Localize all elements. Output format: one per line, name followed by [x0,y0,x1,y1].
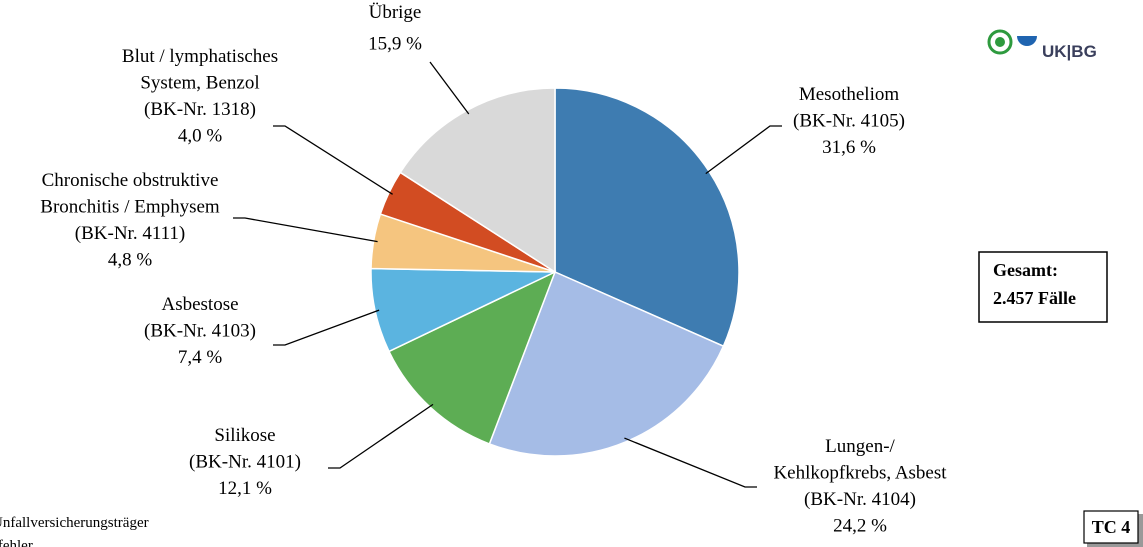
footnote: Unfallversicherungsträger [0,515,149,531]
logo-icon [995,37,1005,47]
logo-text: UK|BG [1042,42,1097,61]
badge-text: TC 4 [1092,517,1131,537]
slice-label: (BK-Nr. 1318) [144,99,256,120]
value-label: 4,0 % [178,126,223,147]
leader-line [429,61,470,115]
slice-label: Silikose [214,425,275,446]
leader-line [273,309,380,346]
slice-label: Kehlkopfkrebs, Asbest [773,463,947,484]
value-label: 15,9 % [368,34,422,55]
footnote: sfehler [0,538,33,547]
total-box [978,251,1108,323]
leader-line [273,125,393,195]
slice-label: Bronchitis / Emphysem [40,197,220,218]
slice-label: Blut / lymphatisches [122,46,278,67]
slice-label: (BK-Nr. 4111) [75,223,185,244]
leader-line [705,125,782,175]
leader-line [624,437,757,488]
pie-slice [488,270,725,457]
value-label: 24,2 % [833,516,887,537]
slice-label: (BK-Nr. 4105) [793,111,905,132]
logo-icon [987,29,1013,55]
value-label: 31,6 % [822,137,876,158]
slice-label: Chronische obstruktive [42,170,219,191]
logo: UK|BG [987,29,1097,61]
slice-label: (BK-Nr. 4101) [189,452,301,473]
logo-icon [1017,36,1037,46]
value-label: 12,1 % [218,478,272,499]
value-label: 4,8 % [108,250,153,271]
slice-label: System, Benzol [140,73,259,94]
leader-line [233,217,378,243]
slice-label: (BK-Nr. 4104) [804,489,916,510]
slice-label: Lungen-/ [825,436,895,457]
value-label: 7,4 % [178,347,223,368]
slice-label: Mesotheliom [799,84,899,105]
slice-label: (BK-Nr. 4103) [144,321,256,342]
slice-label: Übrige [369,2,422,23]
total-value: 2.457 Fälle [993,288,1076,308]
slice-label: Asbestose [161,294,238,315]
pie-slice [388,270,557,445]
total-label: Gesamt: [993,260,1058,280]
leader-line [328,403,434,469]
badge [1083,510,1139,544]
